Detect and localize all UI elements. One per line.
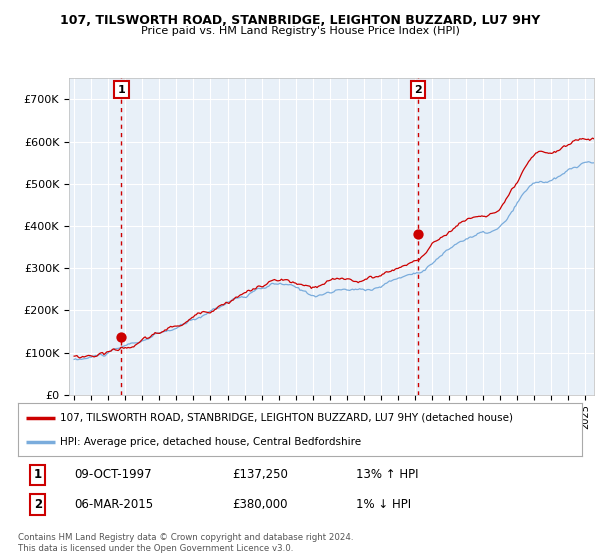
Text: £137,250: £137,250 [232, 468, 288, 482]
Text: 107, TILSWORTH ROAD, STANBRIDGE, LEIGHTON BUZZARD, LU7 9HY (detached house): 107, TILSWORTH ROAD, STANBRIDGE, LEIGHTO… [60, 413, 513, 423]
Text: £380,000: £380,000 [232, 498, 288, 511]
Text: 2: 2 [34, 498, 42, 511]
Text: 2: 2 [414, 85, 422, 95]
Point [413, 230, 423, 239]
Text: 13% ↑ HPI: 13% ↑ HPI [356, 468, 419, 482]
Text: 107, TILSWORTH ROAD, STANBRIDGE, LEIGHTON BUZZARD, LU7 9HY: 107, TILSWORTH ROAD, STANBRIDGE, LEIGHTO… [60, 14, 540, 27]
Text: Price paid vs. HM Land Registry's House Price Index (HPI): Price paid vs. HM Land Registry's House … [140, 26, 460, 36]
Text: 1: 1 [118, 85, 125, 95]
Text: This data is licensed under the Open Government Licence v3.0.: This data is licensed under the Open Gov… [18, 544, 293, 553]
Text: 06-MAR-2015: 06-MAR-2015 [74, 498, 154, 511]
Text: 1: 1 [34, 468, 42, 482]
Text: HPI: Average price, detached house, Central Bedfordshire: HPI: Average price, detached house, Cent… [60, 437, 361, 447]
Text: 1% ↓ HPI: 1% ↓ HPI [356, 498, 412, 511]
Text: 09-OCT-1997: 09-OCT-1997 [74, 468, 152, 482]
Point [116, 333, 126, 342]
Text: Contains HM Land Registry data © Crown copyright and database right 2024.: Contains HM Land Registry data © Crown c… [18, 533, 353, 542]
